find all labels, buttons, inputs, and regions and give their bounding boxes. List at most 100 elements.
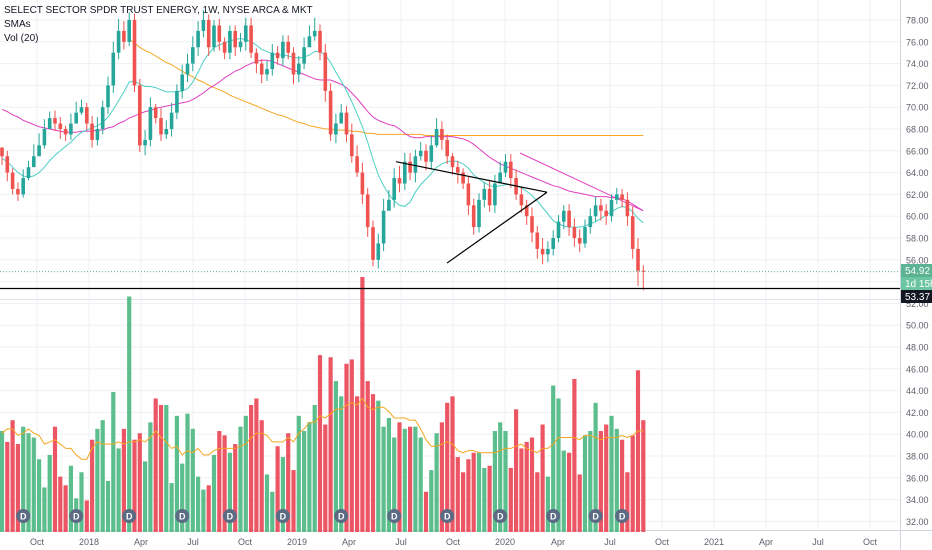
candle-body — [79, 107, 84, 113]
volume-bar — [58, 476, 63, 532]
volume-bar — [111, 391, 116, 532]
candle-body — [143, 139, 147, 146]
candle-body — [429, 145, 434, 162]
price-tick-label: 50.00 — [906, 321, 929, 331]
price-tick-label: 34.00 — [906, 495, 929, 505]
volume-bar — [487, 465, 492, 532]
volume-bar — [68, 465, 73, 532]
volume-bar — [423, 491, 429, 532]
candle-body — [403, 161, 407, 184]
candle-body — [397, 178, 402, 184]
volume-bar — [153, 398, 158, 532]
dividend-marker[interactable] — [588, 509, 603, 523]
volume-bar — [328, 357, 333, 532]
price-tick-label: 44.00 — [906, 386, 929, 396]
triangle-lower-trendline[interactable] — [446, 191, 548, 264]
triangle-upper-trendline[interactable] — [395, 161, 548, 193]
candle-body — [132, 20, 137, 86]
candle-body — [297, 63, 301, 75]
dividend-marker-label: D — [73, 512, 80, 522]
price-tick-label: 60.00 — [906, 212, 929, 222]
drawing-tools[interactable] — [0, 161, 900, 290]
volume-bar — [503, 431, 508, 532]
dividend-marker[interactable] — [69, 509, 84, 523]
candle-body — [244, 25, 248, 42]
candlestick-series[interactable] — [0, 10, 646, 291]
candle-body — [90, 123, 94, 140]
time-tick-label: Oct — [238, 537, 253, 547]
volume-bar — [10, 420, 15, 532]
volume-bar — [217, 431, 222, 532]
candle-body — [365, 194, 370, 228]
symbol-title[interactable]: SELECT SECTOR SPDR TRUST ENERGY, 1W, NYS… — [4, 5, 313, 16]
dividend-marker[interactable] — [546, 509, 561, 523]
volume-bar — [498, 422, 503, 532]
volume-bar — [132, 439, 137, 532]
candle-body — [196, 30, 200, 48]
candle-body — [535, 232, 540, 249]
candle-body — [175, 90, 179, 113]
price-tick-label: 72.00 — [906, 81, 929, 91]
volume-bar — [392, 437, 397, 532]
volume-bar — [445, 402, 450, 532]
dividend-marker[interactable] — [493, 509, 508, 523]
volume-bar — [614, 428, 619, 532]
volume-bar — [333, 381, 338, 532]
dividend-marker-label: D — [391, 512, 398, 522]
candle-body — [599, 205, 603, 211]
dividend-marker[interactable] — [16, 509, 31, 523]
study-smas[interactable]: SMAs — [4, 19, 31, 30]
dividend-marker[interactable] — [222, 509, 237, 523]
volume-bar — [5, 441, 10, 532]
time-tick-label: 2018 — [79, 537, 99, 547]
volume-bar — [26, 433, 31, 532]
time-tick-label: Jul — [395, 537, 407, 547]
volume-bar — [408, 426, 413, 532]
dividend-marker[interactable] — [122, 509, 137, 523]
candle-body — [291, 52, 296, 75]
candle-body — [106, 85, 110, 108]
candle-body — [487, 188, 492, 206]
volume-bar — [243, 415, 248, 532]
volume-bar — [551, 385, 556, 532]
time-tick-label: Apr — [342, 537, 356, 547]
volume-bar — [105, 480, 111, 532]
volume-bar — [429, 470, 434, 532]
dividend-marker[interactable] — [275, 509, 290, 523]
candle-body — [42, 129, 47, 146]
candle-body — [477, 199, 481, 228]
candle-body — [116, 30, 121, 53]
price-axis[interactable]: 78.00 76.00 74.00 72.00 70.00 68.00 66.00 64.00… — [906, 16, 929, 527]
price-tick-label: 42.00 — [906, 408, 929, 418]
time-tick-label: Oct — [446, 537, 461, 547]
price-tick-label: 38.00 — [906, 452, 929, 462]
candle-body — [148, 107, 153, 140]
time-tick-label: Oct — [655, 537, 670, 547]
volume-bar — [317, 355, 323, 532]
candle-body — [159, 118, 163, 135]
dividend-marker[interactable] — [440, 509, 455, 523]
dividend-marker[interactable] — [175, 509, 190, 523]
dividend-marker[interactable] — [387, 509, 402, 523]
price-tick-label: 70.00 — [906, 103, 929, 113]
time-axis[interactable]: Oct 2018 Apr Jul Oct 2019 Apr Jul Oct 2020 Apr Jul O… — [30, 537, 878, 547]
candle-body — [191, 47, 195, 64]
dividend-marker[interactable] — [615, 509, 630, 523]
candle-body — [153, 107, 158, 119]
volume-bar — [37, 459, 42, 532]
price-tick-label: 36.00 — [906, 473, 929, 483]
candle-body — [47, 118, 52, 129]
candle-body — [387, 199, 391, 211]
volume-pane — [0, 276, 646, 532]
volume-bar — [439, 422, 444, 532]
candle-body — [180, 74, 184, 91]
volume-bar — [349, 359, 354, 532]
volume-bar — [270, 491, 275, 532]
dividend-marker[interactable] — [334, 509, 349, 523]
study-volume[interactable]: Vol (20) — [4, 33, 39, 44]
candle-body — [434, 129, 439, 146]
candle-body — [275, 52, 280, 59]
